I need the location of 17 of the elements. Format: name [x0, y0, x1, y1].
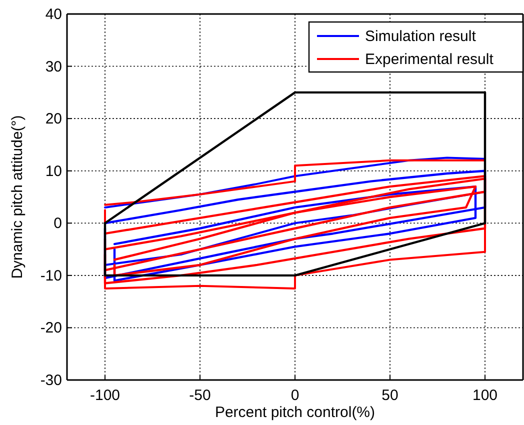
x-tick-label: -100	[90, 387, 120, 404]
y-axis-title: Dynamic pitch attitude(°)	[9, 115, 26, 279]
x-tick-label: 100	[472, 387, 498, 404]
y-tick-label: -30	[40, 372, 62, 389]
y-tick-label: -10	[40, 267, 62, 284]
y-tick-label: 40	[45, 6, 62, 23]
x-tick-label: 0	[290, 387, 300, 404]
y-tick-label: 0	[54, 215, 62, 232]
x-axis-title: Percent pitch control(%)	[214, 404, 376, 421]
y-tick-label: 20	[45, 110, 62, 128]
y-tick-label: 30	[45, 58, 62, 76]
legend-label: Simulation result	[365, 28, 477, 45]
y-tick-label: 10	[45, 162, 62, 180]
x-tick-label: -50	[189, 387, 211, 404]
legend-label: Experimental result	[365, 51, 494, 68]
y-tick-label: -20	[40, 320, 62, 337]
x-tick-label: 50	[382, 387, 398, 404]
